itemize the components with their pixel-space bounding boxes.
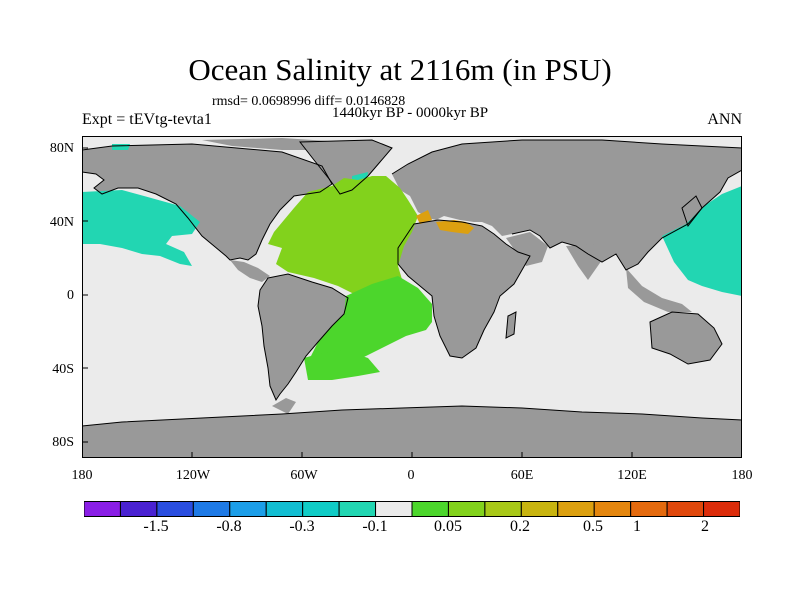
colorbar-box-14 [557, 501, 595, 517]
japan [682, 196, 702, 226]
africa [398, 220, 530, 358]
positive-anomaly-regions [268, 176, 432, 380]
colorbar-box-5 [229, 501, 267, 517]
map-title: Ocean Salinity at 2116m (in PSU) [188, 52, 612, 87]
colorbar-label-5: 0.05 [434, 518, 462, 535]
colorbar-box-7 [302, 501, 340, 517]
lon-tick-180e: 180 [731, 468, 753, 483]
colorbar-label-7: 0.5 [583, 518, 603, 535]
season-label: ANN [707, 111, 742, 128]
lat-tick-80s: 80S [52, 435, 74, 450]
colorbar-label-4: -0.1 [362, 518, 388, 535]
arabia [506, 232, 548, 266]
lat-tick-40n: 40N [49, 215, 74, 230]
colorbar-box-15 [593, 501, 632, 517]
south-america [258, 274, 348, 400]
coastlines [82, 139, 742, 427]
colorbar-label-9: 2 [701, 518, 709, 535]
colorbar-label-8: 1 [633, 518, 641, 535]
colorbar-boxes [84, 501, 740, 517]
colorbar-label-1: -1.5 [143, 518, 169, 535]
stats-line: rmsd= 0.0698996 diff= 0.0146828 [212, 94, 406, 109]
colorbar-box-13 [520, 501, 559, 517]
colorbar-box-16 [630, 501, 668, 517]
colorbar-box-6 [265, 501, 304, 517]
colorbar-box-9 [375, 501, 413, 517]
north-pacific-west-patch [662, 186, 742, 296]
india [566, 244, 602, 280]
north-america [82, 144, 332, 260]
salinity-map [82, 136, 742, 458]
experiment-label: Expt = tEVtg-tevta1 [82, 111, 212, 128]
lat-tick-80n: 80N [49, 141, 74, 156]
southeast-asia [626, 268, 692, 312]
north-atlantic-anomaly [268, 176, 418, 310]
lon-tick-60e: 60E [510, 468, 534, 483]
mediterranean-anomaly [416, 210, 474, 234]
colorbar-box-4 [192, 501, 231, 517]
lon-tick-0: 0 [407, 468, 415, 483]
colorbar-label-6: 0.2 [510, 518, 530, 535]
colorbar-box-18 [703, 501, 740, 517]
colorbar-box-11 [447, 501, 486, 517]
central-america [230, 260, 270, 282]
colorbar-box-17 [666, 501, 705, 517]
axis-ticks [82, 147, 742, 458]
madagascar [506, 312, 516, 338]
lat-tick-40s: 40S [52, 362, 74, 377]
lon-tick-120e: 120E [617, 468, 647, 483]
land-masses [82, 138, 742, 458]
lon-tick-120w: 120W [175, 468, 211, 483]
mediterranean-east [436, 220, 474, 234]
colorbar-label-3: -0.3 [289, 518, 315, 535]
antarctic-peninsula [272, 398, 296, 414]
lat-tick-0: 0 [67, 288, 74, 303]
colorbar-box-3 [156, 501, 194, 517]
lon-tick-180w: 180 [71, 468, 93, 483]
colorbar-box-1 [84, 501, 121, 517]
colorbar-box-12 [484, 501, 522, 517]
colorbar [84, 501, 740, 517]
period-label: 1440kyr BP - 0000kyr BP [331, 105, 489, 121]
colorbar-label-2: -0.8 [216, 518, 242, 535]
southern-ocean-anomaly [304, 350, 380, 380]
greenland [300, 140, 392, 194]
eurasia [392, 140, 742, 270]
mediterranean-west [416, 210, 432, 224]
arctic-patch-1 [112, 144, 130, 150]
north-pacific-east-patch [82, 190, 200, 266]
colorbar-box-8 [338, 501, 377, 517]
antarctica [82, 406, 742, 458]
colorbar-box-10 [411, 501, 449, 517]
lon-tick-60w: 60W [290, 468, 318, 483]
colorbar-box-2 [119, 501, 158, 517]
australia [650, 312, 722, 364]
